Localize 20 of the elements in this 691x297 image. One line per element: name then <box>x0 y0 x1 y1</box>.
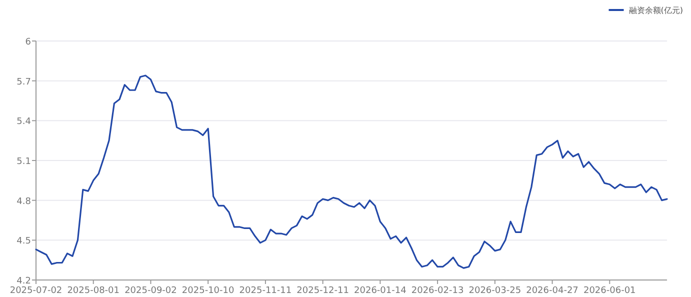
y-tick-label: 5.1 <box>16 157 31 167</box>
y-tick-label: 5.7 <box>16 77 31 88</box>
y-tick-label: 6 <box>25 38 32 48</box>
x-tick-label: 2025-09-02 <box>124 286 177 296</box>
x-tick-label: 2025-11-11 <box>239 286 292 296</box>
y-tick-label: 4.2 <box>16 276 31 286</box>
x-tick-label: 2026-01-14 <box>354 286 407 296</box>
x-tick-label: 2026-02-13 <box>411 286 464 296</box>
y-tick-label: 4.5 <box>16 236 31 247</box>
line-series <box>35 74 668 269</box>
x-tick-label: 2026-04-27 <box>526 286 578 296</box>
y-tick-label: 5.4 <box>16 117 32 128</box>
x-tick-label: 2026-03-25 <box>468 286 522 296</box>
y-tick-label: 4.8 <box>16 196 32 207</box>
x-tick-label: 2025-07-02 <box>10 286 62 296</box>
x-tick-label: 2026-06-01 <box>583 286 636 296</box>
x-tick-label: 2025-12-11 <box>296 286 349 296</box>
x-tick-label: 2025-08-01 <box>67 286 120 296</box>
legend-label: 融资余额(亿元) <box>628 6 683 15</box>
x-tick-label: 2025-10-10 <box>182 286 235 296</box>
